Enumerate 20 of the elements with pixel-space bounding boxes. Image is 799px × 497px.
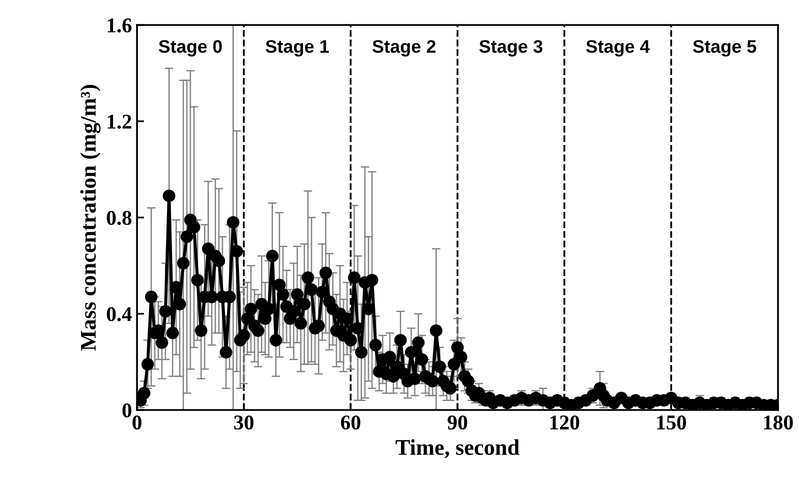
annotation: Stage 5 xyxy=(692,40,756,57)
x-tick-label: 120 xyxy=(550,415,580,430)
x-axis-title: Time, second xyxy=(396,439,520,458)
annotation: Stage 0 xyxy=(158,40,222,57)
annotation: Stage 4 xyxy=(586,40,650,57)
x-tick-label: 180 xyxy=(764,415,793,430)
x-tick-label: 60 xyxy=(340,415,360,430)
y-tick-label: 0 xyxy=(122,403,132,418)
annotation: Stage 2 xyxy=(372,40,436,57)
x-tick-label: 90 xyxy=(448,415,468,430)
y-tick-label: 1.6 xyxy=(108,18,132,33)
y-tick-label: 0.4 xyxy=(106,307,132,322)
x-tick-label: 0 xyxy=(132,415,142,430)
x-tick-label: 150 xyxy=(657,415,686,430)
y-axis-title: Mass concentration (mg/m³) xyxy=(80,84,101,351)
annotation: Stage 3 xyxy=(479,40,542,57)
x-tick-label: 30 xyxy=(234,415,254,430)
annotation: Stage 1 xyxy=(266,40,329,57)
y-tick-label: 0.8 xyxy=(106,210,132,226)
y-tick-label: 1.2 xyxy=(108,114,132,129)
